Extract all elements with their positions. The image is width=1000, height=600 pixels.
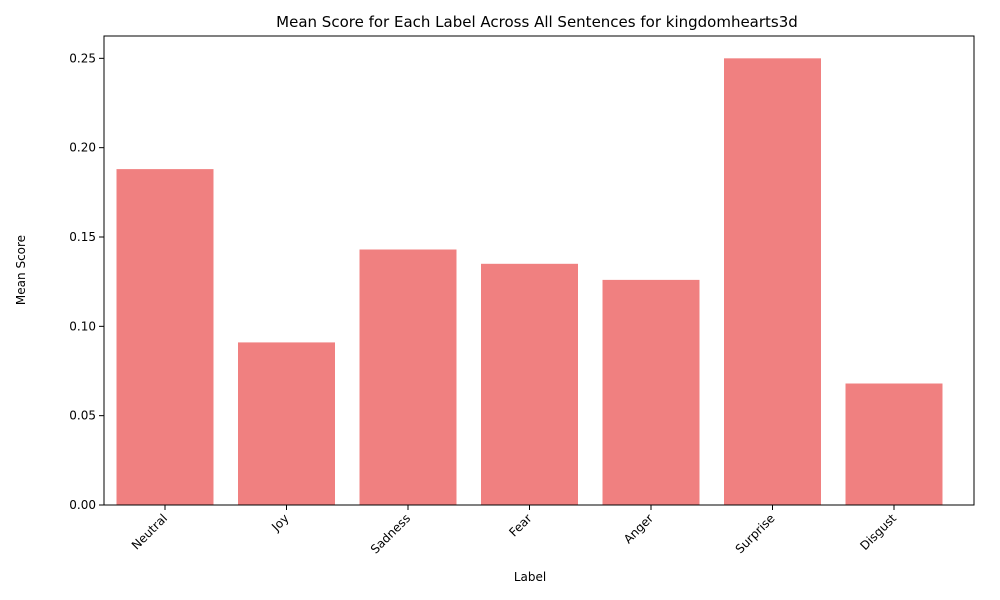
x-tick-label: Fear (506, 511, 534, 539)
bar-joy (238, 342, 335, 505)
y-axis-label: Mean Score (14, 235, 28, 305)
y-tick-label: 0.25 (69, 51, 96, 65)
y-tick-label: 0.15 (69, 230, 96, 244)
x-tick-label: Surprise (733, 511, 778, 556)
chart-title: Mean Score for Each Label Across All Sen… (276, 13, 798, 31)
y-axis: 0.00 0.05 0.10 0.15 0.20 0.25 (69, 51, 104, 512)
bar-neutral (116, 169, 214, 505)
x-tick-label: Neutral (129, 511, 170, 552)
y-tick-label: 0.00 (69, 498, 96, 512)
x-axis-label: Label (514, 570, 546, 584)
bar-disgust (845, 383, 943, 505)
bars-group (116, 58, 943, 505)
bar-sadness (359, 249, 457, 505)
plot-frame (103, 35, 975, 506)
y-tick-label: 0.20 (69, 141, 96, 155)
x-tick-label: Sadness (368, 511, 413, 556)
bar-fear (481, 263, 578, 505)
x-tick-label: Disgust (857, 511, 899, 553)
bar-anger (602, 279, 700, 505)
x-tick-label: Joy (268, 511, 291, 534)
x-axis: Neutral Joy Sadness Fear Anger Surprise Disgus… (129, 505, 899, 557)
y-tick-label: 0.10 (69, 319, 96, 333)
bar-surprise (724, 58, 821, 505)
x-tick-label: Anger (621, 511, 656, 546)
y-tick-label: 0.05 (69, 409, 96, 423)
